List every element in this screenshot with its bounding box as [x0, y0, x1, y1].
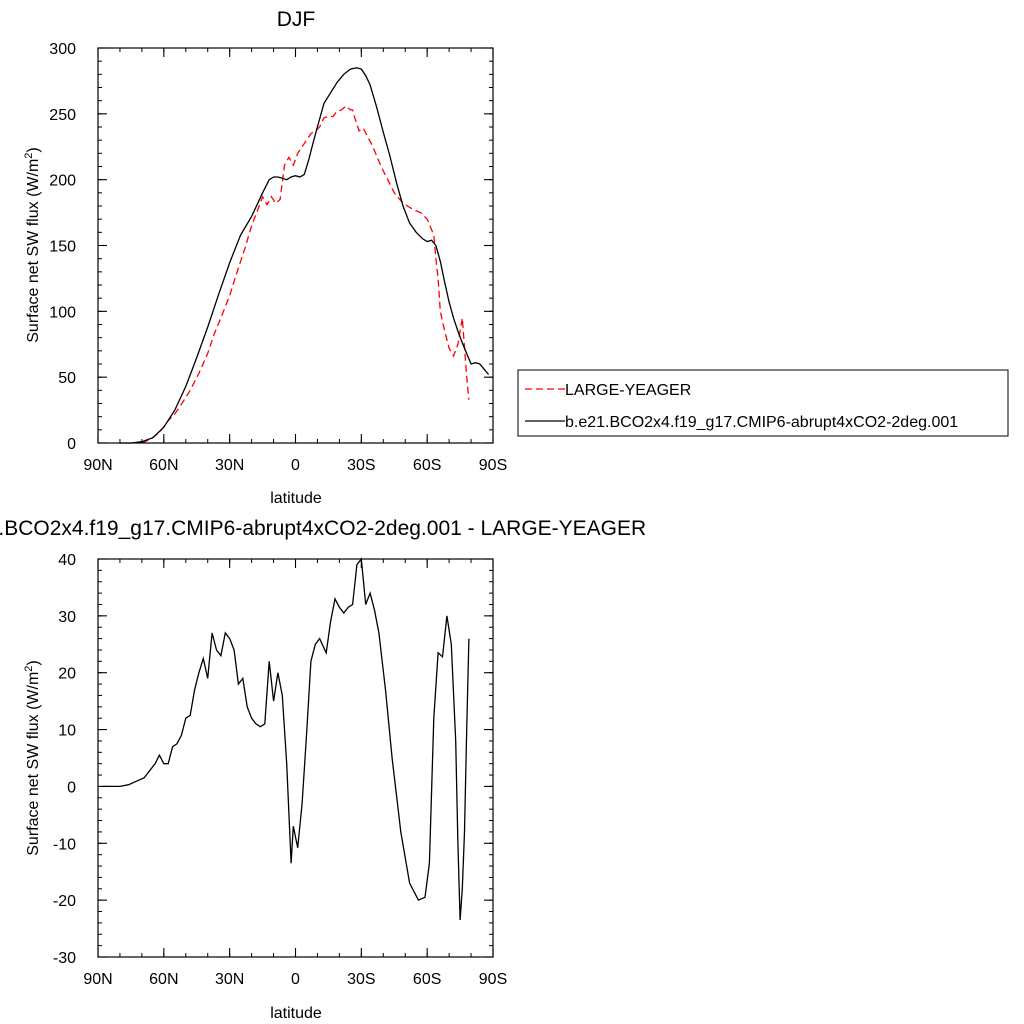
- top-chart-x-tick-label: 30S: [347, 457, 375, 474]
- bottom-chart-y-axis-label: Surface net SW flux (W/m2): [23, 660, 42, 856]
- top-chart-x-tick-label: 0: [291, 457, 300, 474]
- top-chart-y-tick-label: 150: [49, 239, 76, 256]
- bottom-chart-axes: 90N 60N 30N 0 30S 60S 90S -30 -20 -10 0 10 20 30 40: [53, 552, 507, 988]
- bottom-chart-y-tick-label: -30: [53, 950, 76, 967]
- top-chart-panel: DJF 90N 60N 30N 0 30S 60S 90S 0 50 100 150 200 250 30…: [23, 8, 507, 507]
- bottom-chart-x-tick-label: 30S: [347, 971, 375, 988]
- top-chart-x-tick-label: 90N: [83, 457, 112, 474]
- top-chart-y-tick-label: 0: [67, 436, 76, 453]
- legend-label-large-yeager: LARGE-YEAGER: [565, 382, 691, 399]
- bottom-chart-x-tick-label: 60N: [149, 971, 178, 988]
- bottom-chart-series-line-series-1: [102, 557, 470, 921]
- bottom-chart-panel: b.e21.BCO2x4.f19_g17.CMIP6-abrupt4xCO2-2…: [0, 517, 646, 1022]
- top-chart-plot-area: [119, 67, 490, 444]
- legend: LARGE-YEAGER b.e21.BCO2x4.f19_g17.CMIP6-…: [517, 369, 1009, 437]
- bottom-chart-x-tick-label: 0: [291, 971, 300, 988]
- bottom-chart-y-tick-label: 30: [58, 609, 76, 626]
- bottom-chart-y-tick-label: 40: [58, 552, 76, 569]
- legend-box: [517, 369, 1009, 437]
- top-chart-y-tick-label: 200: [49, 173, 76, 190]
- top-chart-series-line-b-e21-bco2x4-f19-g17-cmip6-abrupt4xco2-2deg-001: [119, 67, 490, 444]
- top-chart-y-axis-label: Surface net SW flux (W/m2): [23, 147, 42, 343]
- bottom-chart-x-tick-label: 30N: [215, 971, 244, 988]
- top-chart-x-tick-label: 30N: [215, 457, 244, 474]
- top-chart-x-axis-label: latitude: [270, 490, 322, 507]
- top-chart-title: DJF: [277, 8, 316, 31]
- top-chart-y-tick-label: 50: [58, 370, 76, 387]
- top-chart-axes: 90N 60N 30N 0 30S 60S 90S 0 50 100 150 200 250 300: [49, 41, 507, 474]
- bottom-chart-x-tick-label: 90S: [479, 971, 507, 988]
- top-chart-x-tick-label: 60N: [149, 457, 178, 474]
- bottom-chart-x-axis-label: latitude: [270, 1005, 322, 1022]
- bottom-chart-x-tick-label: 60S: [413, 971, 441, 988]
- bottom-chart-y-tick-label: 10: [58, 723, 76, 740]
- bottom-chart-y-tick-label: 20: [58, 666, 76, 683]
- bottom-chart-title: b.e21.BCO2x4.f19_g17.CMIP6-abrupt4xCO2-2…: [0, 517, 646, 540]
- top-chart-y-tick-label: 300: [49, 41, 76, 58]
- bottom-chart-x-tick-label: 90N: [83, 971, 112, 988]
- bottom-chart-y-tick-label: -10: [53, 836, 76, 853]
- top-chart-y-tick-label: 250: [49, 107, 76, 124]
- bottom-chart-plot-area: [102, 557, 470, 921]
- top-chart-x-tick-label: 90S: [479, 457, 507, 474]
- top-chart-y-tick-label: 100: [49, 304, 76, 321]
- bottom-chart-y-tick-label: 0: [67, 779, 76, 796]
- top-chart-frame: [97, 47, 494, 444]
- legend-label-abrupt4xco2: b.e21.BCO2x4.f19_g17.CMIP6-abrupt4xCO2-2…: [565, 414, 958, 431]
- bottom-chart-y-tick-label: -20: [53, 893, 76, 910]
- top-chart-x-tick-label: 60S: [413, 457, 441, 474]
- top-chart-series-line-large-yeager: [141, 105, 470, 444]
- bottom-chart-frame: [97, 558, 494, 958]
